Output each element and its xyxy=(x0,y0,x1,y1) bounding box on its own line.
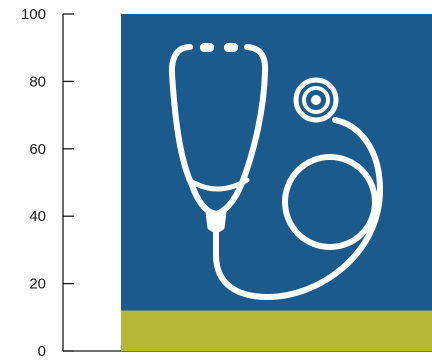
y-tick-label: 60 xyxy=(29,141,46,158)
ear-tip-right xyxy=(224,43,238,52)
y-tick-label: 80 xyxy=(29,73,46,90)
ear-tip-left xyxy=(200,43,214,52)
bar-segment-2 xyxy=(121,14,432,311)
chest-piece-outer xyxy=(293,77,339,123)
bars xyxy=(121,14,432,351)
stethoscope-icon xyxy=(168,43,383,300)
y-tick-label: 0 xyxy=(38,343,46,360)
chest-piece-ring xyxy=(302,86,330,114)
chest-piece-center xyxy=(311,95,321,105)
y-tick-label: 20 xyxy=(29,276,46,293)
stethoscope-band xyxy=(186,177,250,192)
stethoscope-coil xyxy=(282,154,378,250)
y-tick-label: 100 xyxy=(21,6,46,23)
bar-segment-1 xyxy=(121,310,432,351)
stethoscope-tube xyxy=(213,117,383,300)
y-tick-label: 40 xyxy=(29,208,46,225)
